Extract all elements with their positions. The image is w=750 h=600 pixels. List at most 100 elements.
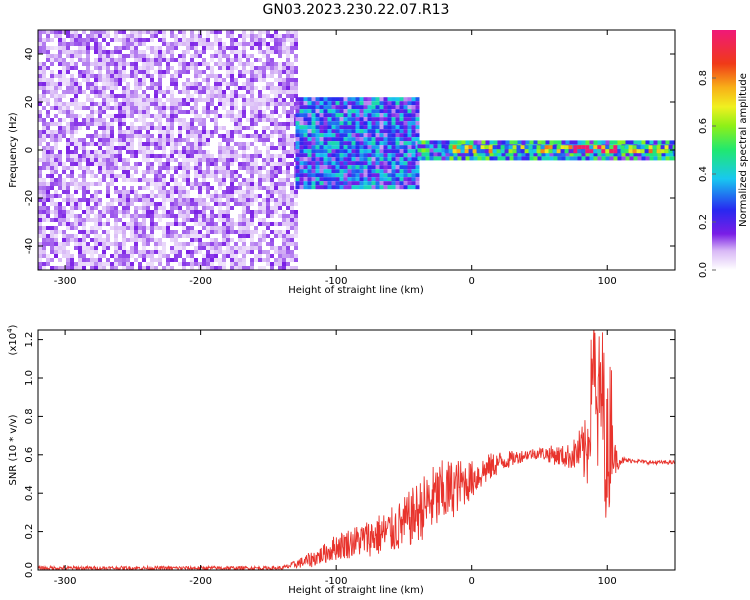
heatmap-cell [319,173,324,178]
heatmap-cell [90,218,94,222]
heatmap-cell [278,158,282,162]
heatmap-cell [669,152,674,157]
heatmap-cell [661,152,666,157]
heatmap-cell [303,117,308,122]
heatmap-cell [387,157,392,162]
heatmap-cell [194,234,198,238]
heatmap-cell [649,156,654,161]
heatmap-cell [210,70,214,74]
heatmap-cell [295,181,300,186]
heatmap-cell [94,58,98,62]
heatmap-cell [403,173,408,178]
heatmap-cell [299,161,304,166]
heatmap-cell [46,30,50,34]
heatmap-cell [54,154,58,158]
heatmap-cell [294,222,298,226]
heatmap-cell [194,202,198,206]
heatmap-cell [174,158,178,162]
heatmap-cell [50,158,54,162]
heatmap-cell [230,190,234,194]
heatmap-cell [282,86,286,90]
heatmap-cell [70,158,74,162]
heatmap-cell [102,118,106,122]
heatmap-cell [415,133,420,138]
heatmap-cell [278,78,282,82]
heatmap-cell [589,145,594,150]
heatmap-cell [170,110,174,114]
heatmap-cell [421,148,426,153]
heatmap-cell [347,137,352,142]
heatmap-cell [311,117,316,122]
heatmap-cell [234,118,238,122]
heatmap-cell [142,226,146,230]
heatmap-cell [70,42,74,46]
heatmap-cell [367,137,372,142]
heatmap-cell [242,238,246,242]
heatmap-cell [126,178,130,182]
heatmap-cell [114,46,118,50]
heatmap-cell [441,152,446,157]
heatmap-cell [262,78,266,82]
heatmap-cell [74,98,78,102]
heatmap-cell [528,149,533,154]
heatmap-cell [657,152,662,157]
heatmap-cell [122,86,126,90]
heatmap-cell [114,210,118,214]
heatmap-cell [42,154,46,158]
heatmap-cell [62,74,66,78]
heatmap-cell [154,174,158,178]
heatmap-cell [170,186,174,190]
heatmap-cell [403,133,408,138]
heatmap-cell [222,166,226,170]
heatmap-cell [319,101,324,106]
heatmap-cell [250,218,254,222]
heatmap-cell [102,242,106,246]
heatmap-cell [158,186,162,190]
heatmap-cell [130,134,134,138]
heatmap-cell [230,154,234,158]
heatmap-cell [182,230,186,234]
top-y-tick-label: 20 [24,96,35,109]
heatmap-cell [134,214,138,218]
heatmap-cell [270,118,274,122]
heatmap-cell [94,198,98,202]
heatmap-cell [286,122,290,126]
heatmap-cell [549,140,554,145]
heatmap-cell [339,165,344,170]
heatmap-cell [58,118,62,122]
heatmap-cell [621,140,626,145]
heatmap-cell [134,50,138,54]
heatmap-cell [62,42,66,46]
heatmap-cell [668,145,673,150]
heatmap-cell [130,38,134,42]
heatmap-cell [238,54,242,58]
heatmap-cell [274,162,278,166]
heatmap-cell [290,90,294,94]
heatmap-cell [230,250,234,254]
heatmap-cell [375,181,380,186]
heatmap-cell [198,114,202,118]
heatmap-cell [90,238,94,242]
heatmap-cell [202,182,206,186]
heatmap-cell [158,114,162,118]
heatmap-cell [38,82,42,86]
heatmap-cell [218,66,222,70]
heatmap-cell [665,156,670,161]
heatmap-cell [226,190,230,194]
heatmap-cell [222,266,226,270]
heatmap-cell [561,140,566,145]
heatmap-cell [110,82,114,86]
heatmap-cell [214,86,218,90]
heatmap-cell [90,158,94,162]
heatmap-cell [323,153,328,158]
heatmap-cell [206,182,210,186]
heatmap-cell [186,78,190,82]
heatmap-cell [278,70,282,74]
heatmap-cell [387,121,392,126]
heatmap-cell [218,42,222,46]
heatmap-cell [58,206,62,210]
heatmap-cell [258,34,262,38]
heatmap-cell [66,34,70,38]
heatmap-cell [202,122,206,126]
heatmap-cell [541,152,546,157]
